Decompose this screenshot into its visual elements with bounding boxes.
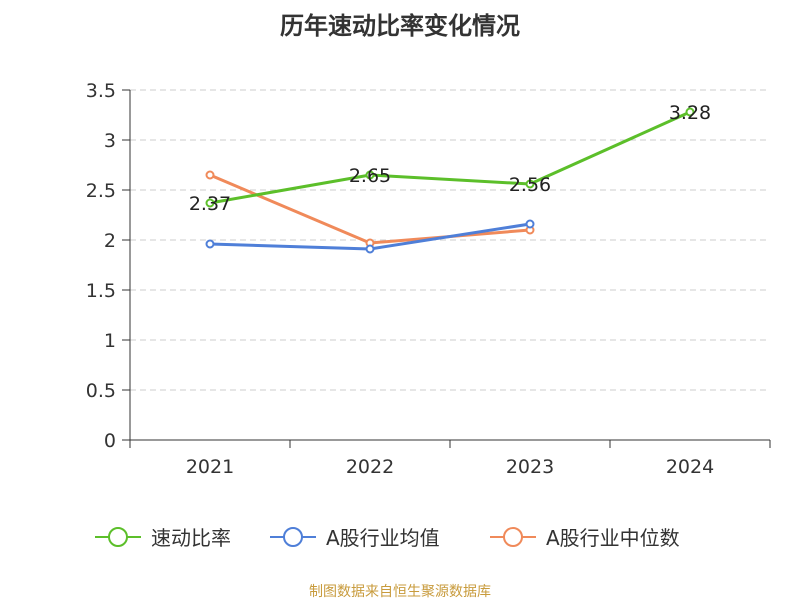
legend-label: 速动比率 [151, 526, 231, 550]
legend-label: A股行业中位数 [546, 526, 680, 550]
data-point [525, 219, 535, 229]
y-tick-label: 0.5 [86, 380, 116, 402]
y-tick-label: 3.5 [86, 80, 116, 102]
source-note: 制图数据来自恒生聚源数据库 [309, 584, 491, 600]
x-tick-label: 2024 [666, 456, 714, 478]
data-label: 2.37 [189, 193, 231, 215]
series-line-0 [209, 110, 691, 205]
data-labels: 2.37 2.65 2.56 3.28 [189, 102, 711, 215]
data-point [685, 107, 695, 117]
y-tick-label: 2 [104, 230, 116, 252]
legend-swatch-marker [503, 527, 523, 547]
legend-item[interactable]: A股行业均值 [270, 526, 440, 550]
data-point [525, 179, 535, 189]
legend[interactable]: 速动比率 A股行业均值 A股行业中位数 [95, 526, 680, 550]
y-tick-label: 1.5 [86, 280, 116, 302]
legend-swatch-marker [108, 527, 128, 547]
y-tick-label: 3 [104, 130, 116, 152]
data-point [205, 170, 215, 180]
y-tick-label: 2.5 [86, 180, 116, 202]
grid-lines [130, 89, 770, 391]
data-point [365, 244, 375, 254]
data-point [205, 239, 215, 249]
y-tick-label: 1 [104, 330, 116, 352]
x-tick-label: 2022 [346, 456, 394, 478]
legend-item[interactable]: 速动比率 [95, 526, 231, 550]
series-layer [205, 107, 695, 254]
chart-title: 历年速动比率变化情况 [280, 12, 520, 40]
legend-item[interactable]: A股行业中位数 [490, 526, 680, 550]
data-point [205, 198, 215, 208]
data-label: 2.56 [509, 174, 551, 196]
data-point [365, 170, 375, 180]
x-tick-label: 2021 [186, 456, 234, 478]
axes: 0 0.5 1 1.5 2 2.5 3 3.5 2021 2022 2023 2024 [86, 80, 771, 478]
x-tick-label: 2023 [506, 456, 554, 478]
data-label: 3.28 [669, 102, 711, 124]
legend-swatch-marker [283, 527, 303, 547]
y-tick-label: 0 [104, 430, 116, 452]
data-label: 2.65 [349, 165, 391, 187]
legend-label: A股行业均值 [326, 526, 440, 550]
